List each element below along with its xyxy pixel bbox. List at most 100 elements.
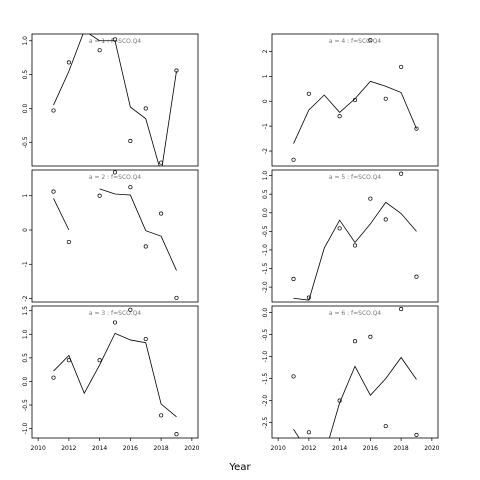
fitted-line (99, 188, 177, 271)
y-tick-label: 0.5 (22, 70, 29, 80)
panel-frame (31, 305, 199, 439)
y-tick-label: 1.0 (22, 329, 29, 339)
observed-point (291, 276, 296, 281)
panel-frame (271, 305, 439, 439)
observed-point (159, 413, 164, 418)
y-tick-label: -1.5 (262, 263, 269, 275)
panel-4: a = 5 : f=SCO.Q4 -2.0 -1.5 -1.0 -0.5 0.0 0.5 1.… (262, 169, 439, 303)
x-tick-label: 2016 (123, 445, 138, 452)
plot-area (291, 38, 419, 162)
observed-point (97, 358, 102, 363)
fitted-line (293, 356, 417, 438)
observed-point (306, 295, 311, 300)
y-tick-label: -1 (262, 123, 269, 129)
panel-title: a = 5 : f=SCO.Q4 (329, 174, 381, 181)
observed-point (399, 171, 404, 176)
fitted-line (53, 34, 177, 166)
y-tick-label: 0 (262, 99, 269, 103)
observed-point (51, 108, 56, 113)
y-tick-label: -1 (22, 261, 29, 267)
observed-point (66, 358, 71, 363)
panel-5: a = 3 : f=SCO.Q4 -1.0 -0.5 0.0 0.5 1.0 1.5 2010… (22, 305, 200, 452)
y-tick-label: 2 (262, 49, 269, 53)
panel-frame (31, 169, 199, 303)
y-tick-label: 0.0 (262, 308, 269, 318)
y-tick-label: 0 (22, 228, 29, 232)
observed-point (51, 189, 56, 194)
observed-point (306, 430, 311, 435)
x-tick-label: 2010 (271, 445, 286, 452)
panel-title: a = 3 : f=SCO.Q4 (89, 310, 141, 317)
x-tick-label: 2012 (61, 445, 76, 452)
y-tick-label: -1.0 (22, 423, 29, 435)
x-tick-label: 2014 (332, 445, 347, 452)
observed-point (368, 38, 373, 43)
observed-point (159, 160, 164, 165)
observed-point (368, 334, 373, 339)
x-tick-label: 2020 (184, 445, 199, 452)
observed-point (112, 170, 118, 175)
y-tick-label: -0.5 (22, 399, 29, 411)
y-tick-label: 0.5 (22, 353, 29, 363)
plot-area (291, 171, 419, 301)
plot-area (51, 170, 179, 300)
panel-title: a = 2 : f=SCO.Q4 (89, 174, 141, 181)
observed-point (143, 244, 148, 249)
observed-point (352, 339, 358, 344)
observed-point (66, 239, 71, 245)
y-tick-label: -2 (22, 295, 29, 301)
x-tick-label: 2014 (92, 445, 107, 452)
y-tick-label: -0.5 (262, 329, 269, 341)
x-tick-label: 2016 (363, 445, 378, 452)
x-tick-label: 2020 (424, 445, 439, 452)
observed-point (291, 157, 296, 162)
observed-point (337, 226, 342, 231)
y-tick-label: -2.0 (262, 281, 269, 293)
y-tick-label: 1 (22, 194, 29, 198)
x-tick-label: 2018 (153, 445, 168, 452)
plot-area (51, 307, 179, 437)
observed-point (337, 114, 342, 119)
panel-frame (271, 169, 439, 303)
observed-point (306, 91, 311, 96)
observed-point (291, 374, 296, 379)
panel-frame (31, 33, 199, 167)
observed-point (159, 211, 164, 216)
x-tick-label: 2012 (301, 445, 316, 452)
panel-6: a = 6 : f=SCO.Q4 -2.5 -2.0 -1.5 -1.0 -0.5 0.0 2… (262, 305, 440, 452)
observed-point (66, 60, 71, 65)
observed-point (112, 37, 118, 42)
y-tick-label: 0.5 (262, 189, 269, 199)
observed-point (174, 295, 179, 300)
panel-title: a = 6 : f=SCO.Q4 (329, 310, 381, 317)
y-tick-label: 0.0 (262, 208, 269, 218)
observed-point (51, 375, 56, 380)
observed-point (414, 274, 419, 279)
observed-point (174, 432, 179, 437)
y-tick-label: -2 (262, 148, 269, 154)
panel-title: a = 4 : f=SCO.Q4 (329, 38, 381, 45)
fitted-line (53, 198, 70, 231)
observed-point (399, 307, 404, 312)
y-tick-label: -1.0 (262, 351, 269, 363)
y-tick-label: -1.5 (262, 373, 269, 385)
observed-point (143, 336, 148, 342)
observed-point (337, 398, 342, 403)
plot-area (291, 307, 419, 438)
panels-layer: a = 1 : f=SCO.Q4-0.50.00.51.0 a = 4 : f=S… (22, 33, 440, 452)
y-tick-label: 1 (262, 74, 269, 78)
y-tick-label: 1.0 (262, 171, 269, 181)
observed-point (352, 97, 358, 103)
y-tick-label: 0.0 (22, 104, 29, 114)
y-tick-label: -2.0 (262, 395, 269, 407)
y-tick-label: -0.5 (262, 225, 269, 237)
x-axis-label: Year (228, 462, 251, 473)
panel-1: a = 1 : f=SCO.Q4-0.50.00.51.0 (22, 33, 199, 167)
panel-frame (271, 33, 439, 167)
y-tick-label: -0.5 (22, 136, 29, 148)
fitted-line (293, 201, 417, 301)
y-tick-label: 1.5 (22, 306, 29, 316)
observed-point (352, 243, 358, 248)
observed-point (128, 185, 133, 190)
